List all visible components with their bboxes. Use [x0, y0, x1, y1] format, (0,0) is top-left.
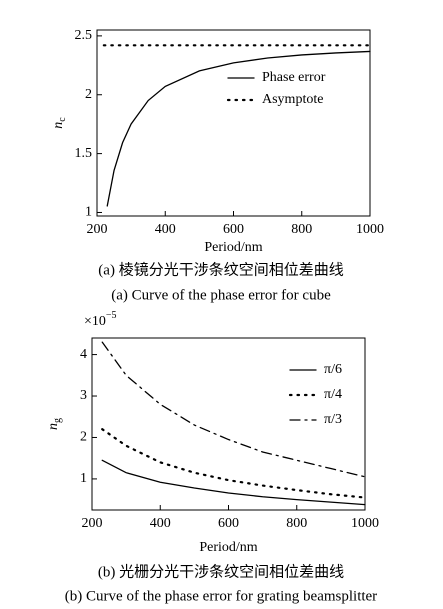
x-tick-label: 200 — [82, 516, 103, 531]
x-tick-label: 400 — [155, 222, 176, 237]
caption-en: (b) Curve of the phase error for grating… — [65, 588, 377, 604]
x-axis-label: Period/nm — [204, 240, 262, 255]
series-line — [101, 341, 366, 478]
x-axis-label: Period/nm — [199, 540, 257, 555]
y-axis-label: nc — [51, 117, 68, 129]
caption-en: (a) Curve of the phase error for cube — [111, 287, 331, 303]
series-line — [106, 50, 371, 207]
y-axis-label: ng — [46, 418, 63, 430]
y-tick-label: 2.5 — [75, 28, 93, 43]
multiplier-exponent: −5 — [106, 310, 117, 321]
legend-label: π/6 — [324, 362, 342, 377]
caption-cn: (a) 棱镜分光干涉条纹空间相位差曲线 — [98, 260, 343, 278]
x-tick-label: 600 — [223, 222, 244, 237]
x-tick-label: 800 — [291, 222, 312, 237]
y-axis-symbol: n — [51, 122, 66, 129]
caption-cn: (b) 光栅分光干涉条纹空间相位差曲线 — [98, 563, 344, 580]
legend-label: π/4 — [324, 387, 342, 402]
x-tick-label: 600 — [218, 516, 239, 531]
y-axis-symbol: n — [46, 423, 61, 430]
y-tick-label: 2 — [80, 430, 87, 445]
plot-frame — [96, 29, 371, 217]
x-tick-label: 1000 — [356, 222, 384, 237]
legend-label: π/3 — [324, 412, 342, 427]
x-tick-label: 800 — [286, 516, 307, 531]
series-line — [101, 428, 367, 499]
series-line — [101, 459, 366, 506]
y-tick-label: 4 — [80, 347, 87, 362]
y-tick-label: 1 — [80, 471, 87, 486]
y-tick-label: 1 — [85, 205, 92, 220]
x-tick-label: 400 — [150, 516, 171, 531]
y-axis-subscript: g — [52, 418, 63, 423]
y-tick-label: 1.5 — [75, 146, 93, 161]
y-tick-label: 2 — [85, 87, 92, 102]
x-tick-label: 200 — [87, 222, 108, 237]
legend-label: Asymptote — [262, 92, 323, 107]
axis-multiplier: ×10−5 — [84, 310, 117, 329]
y-tick-label: 3 — [80, 388, 87, 403]
multiplier-base: ×10 — [84, 314, 106, 329]
legend-label: Phase error — [262, 70, 326, 85]
x-tick-label: 1000 — [351, 516, 379, 531]
y-axis-subscript: c — [57, 117, 68, 122]
